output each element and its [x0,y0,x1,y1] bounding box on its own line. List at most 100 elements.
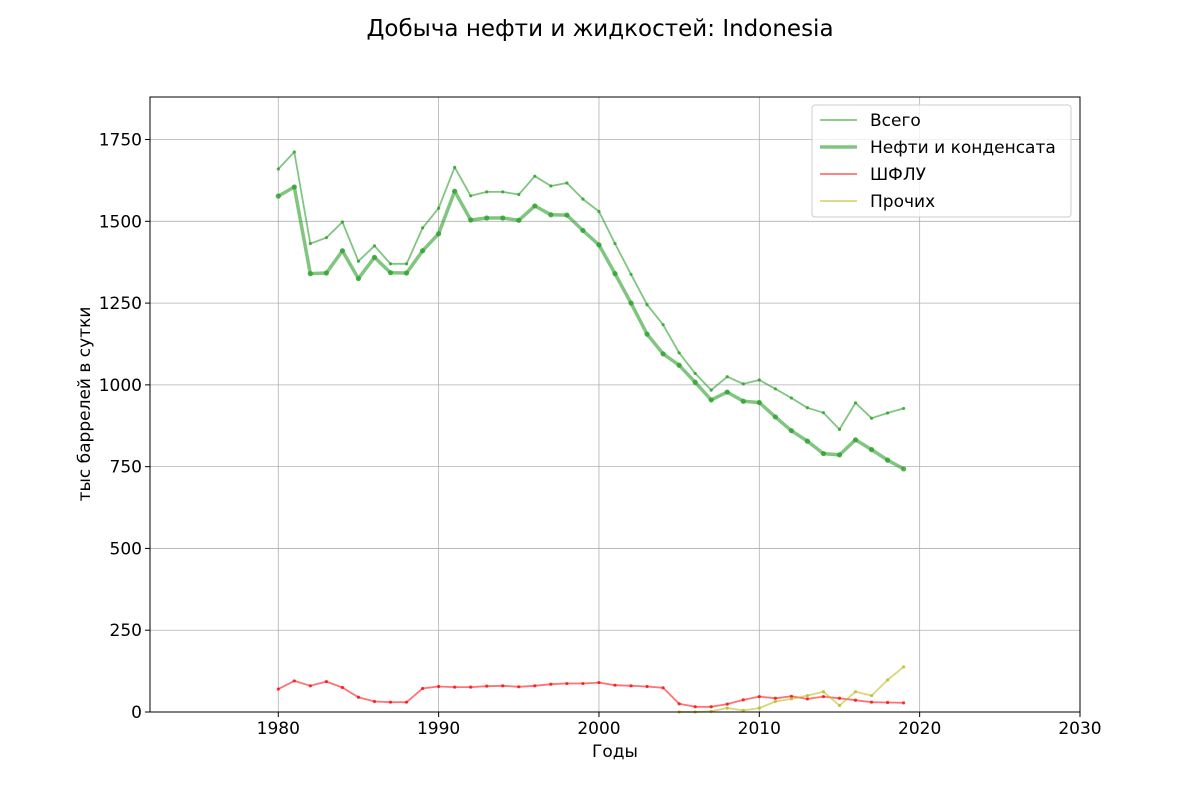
data-point-ngl [324,679,328,684]
data-point-oil-condensate [868,447,875,453]
data-point-other [805,694,810,698]
data-point-total [597,209,601,214]
legend-label-total: Всего [870,111,921,131]
data-point-total [725,375,729,379]
data-point-oil-condensate [500,215,506,221]
y-tick-label: 1750 [99,131,142,151]
x-tick-label: 2030 [1058,719,1101,739]
data-point-other [789,697,793,701]
y-tick-label: 1250 [99,294,142,314]
data-point-ngl [437,684,441,689]
legend-label-other: Прочих [870,192,935,212]
plot-area [275,150,907,714]
data-point-total [324,236,328,240]
data-point-oil-condensate [804,438,811,444]
data-point-ngl [885,700,890,705]
legend-label-ngl: ШФЛУ [870,165,927,185]
data-point-total [356,259,361,263]
data-point-oil-condensate [820,450,827,457]
data-point-total [821,411,826,415]
x-tick-label: 1980 [257,719,300,739]
data-point-ngl [805,697,810,701]
data-point-total [549,184,553,188]
data-point-total [902,406,906,411]
data-point-oil-condensate [708,397,714,403]
legend-label-oil-condensate: Нефти и конденсата [870,138,1056,158]
data-point-ngl [372,699,377,704]
series-line-oil-condensate [277,185,905,471]
data-point-other [869,694,874,698]
data-point-ngl [757,695,761,699]
data-point-oil-condensate [323,270,329,276]
data-point-oil-condensate [339,248,346,254]
data-point-ngl [837,696,842,700]
data-point-total [485,190,489,194]
x-axis-label: Годы [592,742,638,762]
data-point-oil-condensate [436,231,442,237]
series-line-ngl [277,680,904,708]
data-point-total [629,272,633,276]
series-line-total [277,151,904,431]
data-point-oil-condensate [788,428,794,434]
data-point-oil-condensate [692,379,698,385]
data-point-ngl [308,684,312,688]
data-point-total [565,181,569,185]
data-point-other [757,706,761,710]
data-point-ngl [821,695,826,699]
data-point-oil-condensate [740,398,746,404]
data-point-ngl [661,686,665,690]
data-point-ngl [485,684,489,688]
x-tick-label: 2010 [738,719,781,739]
data-point-total [581,197,585,201]
y-tick-label: 1000 [99,376,142,396]
data-point-other [821,690,826,694]
data-point-ngl [276,687,280,691]
data-point-ngl [613,683,617,687]
data-point-oil-condensate [676,362,682,368]
data-point-total [789,396,793,400]
data-point-ngl [420,686,425,691]
data-point-ngl [645,684,649,689]
data-point-total [308,241,312,246]
data-point-oil-condensate [628,300,634,306]
data-point-other [885,678,890,682]
data-point-total [645,303,649,307]
data-point-oil-condensate [452,188,458,194]
data-point-oil-condensate [291,184,297,190]
data-point-total [709,388,713,392]
data-point-ngl [581,681,585,686]
data-point-total [388,262,393,266]
data-point-total [340,220,345,224]
data-point-oil-condensate [612,271,618,277]
axes: 1980 1990 2000 2010 2020 2030 0 250 500 750 1000 12… [99,131,1102,739]
data-point-oil-condensate [852,437,859,443]
data-point-total [420,226,425,230]
data-point-ngl [292,679,296,683]
data-point-oil-condensate [307,271,313,277]
data-point-total [404,262,409,266]
data-point-total [453,165,457,169]
data-point-ngl [565,681,569,686]
data-point-ngl [404,700,409,704]
data-point-ngl [741,698,745,702]
legend: Всего Нефти и конденсата ШФЛУ Прочих [811,104,1072,218]
data-point-other [773,699,777,704]
data-point-oil-condensate [901,466,907,472]
data-point-total [517,192,521,197]
data-point-ngl [677,702,681,706]
chart-title: Добыча нефти и жидкостей: Indonesia [366,16,833,42]
y-tick-label: 750 [110,458,142,478]
data-point-oil-condensate [884,457,891,463]
data-point-ngl [789,694,793,698]
data-point-ngl [388,700,393,704]
data-point-ngl [853,698,858,702]
data-point-total [677,351,681,355]
series-line-other [679,666,905,713]
data-point-oil-condensate [419,248,426,254]
data-point-ngl [533,684,537,688]
data-point-oil-condensate [772,414,778,420]
data-point-ngl [725,702,729,706]
data-point-oil-condensate [403,270,410,276]
data-point-ngl [453,685,457,689]
y-tick-label: 500 [110,539,142,559]
